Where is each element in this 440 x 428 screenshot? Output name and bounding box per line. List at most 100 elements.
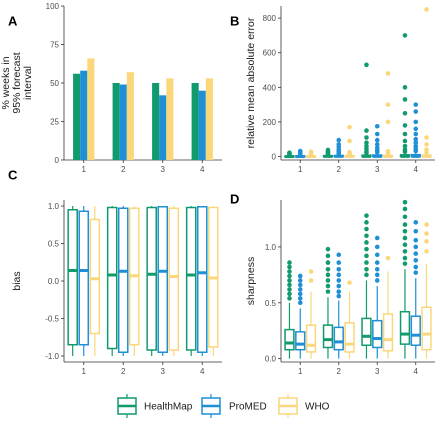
outlier-point	[336, 272, 342, 278]
outlier-point	[347, 280, 352, 285]
outlier-point	[325, 283, 331, 289]
outlier-point	[364, 140, 369, 145]
outlier-point	[287, 282, 292, 288]
outlier-point	[325, 253, 331, 259]
outlier-point	[297, 296, 303, 301]
outlier-point	[336, 142, 342, 147]
legend-item: HealthMap	[117, 394, 193, 418]
outlier-point	[374, 142, 380, 147]
box	[196, 206, 208, 353]
legend-label: ProMED	[229, 402, 267, 413]
x-tick-label: 3	[375, 367, 380, 376]
outlier-point	[287, 296, 292, 301]
outlier-point	[413, 258, 419, 263]
outlier-point	[347, 149, 352, 155]
bar	[159, 95, 167, 160]
outlier-point	[413, 140, 419, 145]
outlier-point	[336, 289, 342, 294]
panel-label: C	[8, 168, 18, 183]
bar	[119, 84, 127, 160]
bar	[87, 58, 95, 160]
outlier-point	[402, 123, 408, 128]
bar	[205, 78, 213, 160]
outlier-point	[385, 255, 391, 261]
outlier-point	[374, 145, 380, 151]
bar	[80, 70, 88, 160]
outlier-point	[424, 239, 429, 244]
outlier-point	[336, 266, 342, 272]
x-tick-label: 1	[298, 165, 303, 174]
outlier-point	[374, 266, 380, 272]
box	[361, 317, 372, 346]
outlier-point	[325, 147, 331, 153]
outlier-point	[402, 242, 408, 247]
outlier-point	[424, 147, 429, 152]
outlier-point	[413, 119, 419, 125]
x-tick-label: 1	[82, 165, 87, 174]
legend-label: HealthMap	[144, 402, 193, 413]
box	[67, 209, 78, 346]
outlier-point	[424, 249, 429, 254]
outlier-point	[374, 137, 380, 143]
box	[410, 315, 421, 346]
outlier-point	[424, 231, 429, 236]
outlier-point	[374, 235, 380, 241]
outlier-point	[364, 128, 369, 133]
outlier-point	[374, 123, 380, 129]
outlier-point	[413, 131, 419, 137]
outlier-point	[308, 269, 314, 274]
outlier-point	[364, 213, 369, 218]
outlier-point	[402, 110, 408, 116]
outlier-point	[424, 7, 429, 12]
outlier-point	[325, 266, 331, 272]
panel-a: A % weeks in 95% forecast interval 0 25 50 75 10…	[0, 2, 222, 174]
bar	[152, 83, 160, 160]
y-tick-label: 800	[263, 14, 277, 23]
y-tick-label: -0.5	[45, 315, 59, 324]
outlier-point	[413, 143, 419, 149]
outlier-point	[297, 291, 303, 297]
outlier-point	[413, 228, 419, 234]
outlier-point	[364, 233, 369, 239]
box	[117, 207, 129, 353]
x-tick-label: 1	[82, 367, 87, 376]
panel-label: D	[230, 192, 239, 207]
outlier-point	[374, 131, 380, 137]
legend-item: WHO	[278, 394, 330, 418]
outlier-point	[336, 260, 342, 265]
x-tick-label: 4	[200, 367, 205, 376]
outlier-point	[325, 278, 331, 283]
outlier-point	[402, 222, 408, 227]
y-tick-label: 0.0	[48, 277, 60, 286]
outlier-point	[402, 85, 408, 90]
outlier-point	[413, 264, 419, 270]
panel-label: B	[230, 14, 239, 29]
outlier-point	[413, 251, 419, 256]
x-tick-label: 3	[375, 165, 380, 174]
x-tick-label: 4	[200, 165, 205, 174]
outlier-point	[336, 137, 342, 143]
y-tick-label: 600	[263, 49, 277, 58]
y-tick-label: 400	[263, 83, 277, 92]
outlier-point	[325, 260, 331, 265]
y-tick-label: 25	[50, 118, 59, 127]
outlier-point	[364, 135, 369, 140]
box	[295, 331, 306, 351]
box	[382, 313, 394, 352]
outlier-point	[402, 199, 408, 205]
x-tick-label: 4	[414, 165, 419, 174]
y-tick-label: 0	[55, 156, 60, 165]
outlier-point	[385, 71, 391, 76]
y-axis-label: interval	[22, 66, 34, 100]
box	[344, 322, 355, 353]
outlier-point	[364, 253, 369, 259]
y-tick-label: 0.5	[265, 299, 277, 308]
outlier-point	[402, 249, 408, 254]
outlier-point	[364, 62, 369, 68]
outlier-point	[308, 278, 314, 283]
outlier-point	[364, 246, 369, 252]
outlier-point	[287, 150, 292, 156]
outlier-point	[402, 255, 408, 261]
